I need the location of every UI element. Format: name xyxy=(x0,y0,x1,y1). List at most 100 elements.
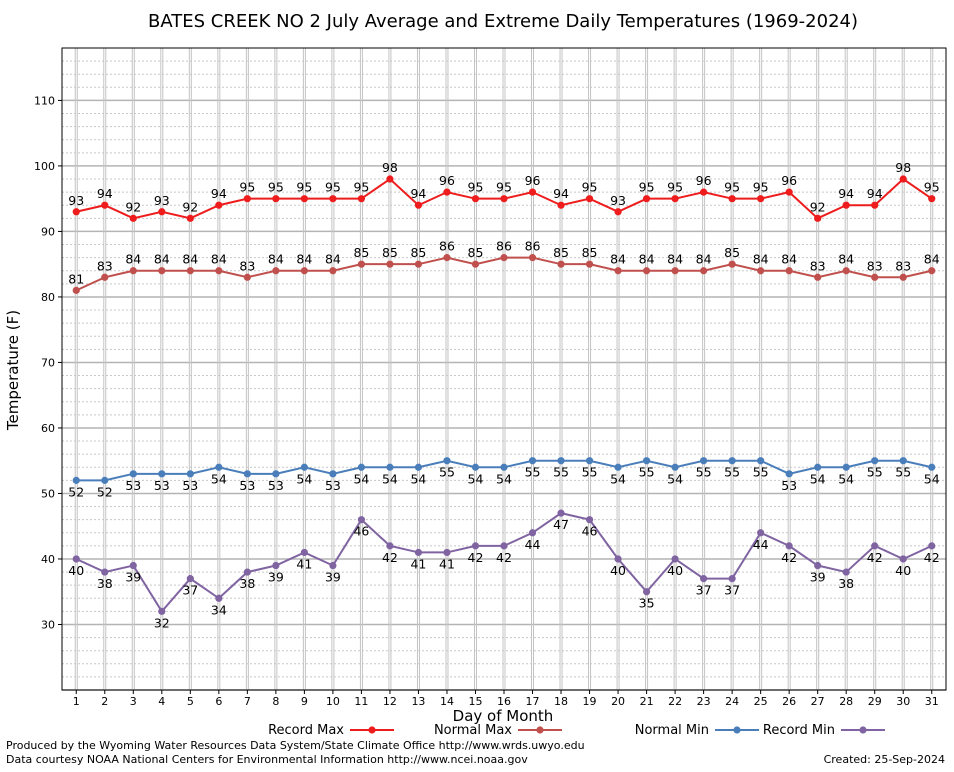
record-max-data-label: 94 xyxy=(211,186,227,201)
normal-max-point xyxy=(500,254,508,262)
record-min-point xyxy=(129,561,137,570)
record-min-data-label: 39 xyxy=(125,570,141,585)
normal-min-point xyxy=(557,457,565,465)
x-tick-label: 7 xyxy=(244,695,251,708)
record-max-point xyxy=(101,201,109,209)
normal-min-point xyxy=(700,457,708,465)
normal-max-point xyxy=(386,260,394,268)
normal-max-data-label: 85 xyxy=(353,245,369,260)
record-max-point xyxy=(186,214,194,222)
normal-max-data-label: 83 xyxy=(867,258,883,273)
normal-max-data-label: 85 xyxy=(468,245,484,260)
x-tick-label: 29 xyxy=(868,695,882,708)
normal-max-data-label: 84 xyxy=(125,252,141,267)
normal-min-point xyxy=(899,457,907,465)
normal-min-data-label: 54 xyxy=(610,471,626,486)
record-max-data-label: 94 xyxy=(553,186,569,201)
x-tick-label: 3 xyxy=(130,695,137,708)
normal-max-point xyxy=(243,273,251,281)
normal-min-point xyxy=(785,470,793,478)
record-min-data-label: 40 xyxy=(610,563,626,578)
record-max-data-label: 95 xyxy=(353,180,369,195)
x-tick-label: 26 xyxy=(782,695,796,708)
x-tick-label: 4 xyxy=(158,695,165,708)
record-max-data-label: 94 xyxy=(97,186,113,201)
record-min-point xyxy=(500,542,508,550)
record-min-legend-label: Record Min xyxy=(763,723,835,738)
normal-max-point xyxy=(272,267,280,275)
record-max-point xyxy=(614,208,622,216)
normal-min-data-label: 54 xyxy=(410,471,426,486)
x-tick-label: 10 xyxy=(326,695,340,708)
normal-max-point xyxy=(215,267,223,275)
normal-max-data-label: 84 xyxy=(296,252,312,267)
record-max-data-label: 94 xyxy=(867,186,883,201)
record-min-data-label: 38 xyxy=(838,576,854,591)
normal-max-series: 81 83 84 84 84 84 83 84 84 84 85 85 85 86 85 86 86 85 85 84… xyxy=(68,239,940,294)
normal-min-point xyxy=(300,463,308,471)
normal-max-data-label: 85 xyxy=(382,245,398,260)
record-min-data-label: 42 xyxy=(382,550,398,565)
x-tick-label: 25 xyxy=(754,695,768,708)
record-max-data-label: 95 xyxy=(268,180,284,195)
record-max-data-label: 95 xyxy=(724,180,740,195)
normal-min-point xyxy=(414,463,423,471)
normal-min-data-label: 55 xyxy=(439,465,455,480)
record-min-point xyxy=(215,594,223,602)
record-max-point xyxy=(129,214,137,222)
record-min-point xyxy=(386,542,394,550)
normal-min-data-label: 55 xyxy=(753,465,769,480)
record-min-point xyxy=(272,561,280,570)
normal-max-point xyxy=(728,260,736,268)
record-max-series: 93 94 92 93 92 94 95 95 95 95 95 98 94 96 95 95 96 94 95 93… xyxy=(68,160,940,222)
normal-max-point xyxy=(700,267,708,275)
normal-min-data-label: 54 xyxy=(296,471,312,486)
chart-title: BATES CREEK NO 2 July Average and Extrem… xyxy=(148,11,858,32)
normal-max-point xyxy=(614,267,622,275)
record-max-point xyxy=(243,195,251,203)
record-min-point xyxy=(785,542,793,550)
record-min-point xyxy=(243,568,251,576)
x-tick-label: 6 xyxy=(215,695,222,708)
record-max-point xyxy=(471,195,480,203)
normal-max-point xyxy=(928,267,936,275)
normal-max-point xyxy=(101,273,109,281)
normal-max-point xyxy=(842,267,850,275)
normal-min-data-label: 54 xyxy=(667,471,683,486)
x-tick-label: 13 xyxy=(411,695,425,708)
record-min-data-label: 42 xyxy=(496,550,512,565)
normal-min-data-label: 53 xyxy=(781,478,797,493)
normal-min-point xyxy=(215,463,223,471)
x-tick-label: 28 xyxy=(839,695,853,708)
record-max-data-label: 95 xyxy=(582,180,598,195)
normal-min-point xyxy=(728,457,736,465)
record-max-data-label: 95 xyxy=(296,180,312,195)
normal-min-data-label: 52 xyxy=(68,484,84,499)
record-min-point xyxy=(300,548,308,557)
x-tick-label: 19 xyxy=(583,695,597,708)
normal-max-point xyxy=(671,267,679,275)
normal-min-point xyxy=(272,470,280,478)
record-min-point xyxy=(357,516,366,524)
normal-max-point xyxy=(899,273,907,281)
normal-max-point xyxy=(414,260,423,268)
normal-max-data-label: 84 xyxy=(325,252,341,267)
record-max-point xyxy=(700,188,708,196)
record-min-point xyxy=(899,555,907,563)
record-max-point xyxy=(528,188,537,196)
record-min-data-label: 37 xyxy=(182,583,198,598)
record-max-point xyxy=(842,201,850,209)
x-tick-label: 2 xyxy=(101,695,108,708)
normal-min-data-label: 55 xyxy=(553,465,569,480)
normal-max-point xyxy=(757,267,765,275)
record-max-data-label: 95 xyxy=(325,180,341,195)
record-min-point xyxy=(72,555,80,563)
normal-max-data-label: 84 xyxy=(753,252,769,267)
record-min-point xyxy=(557,509,565,517)
normal-max-data-label: 84 xyxy=(781,252,797,267)
normal-max-data-label: 84 xyxy=(696,252,712,267)
normal-min-point xyxy=(842,463,850,471)
normal-max-point xyxy=(785,267,793,275)
normal-max-point xyxy=(329,267,337,275)
record-min-data-label: 42 xyxy=(867,550,883,565)
